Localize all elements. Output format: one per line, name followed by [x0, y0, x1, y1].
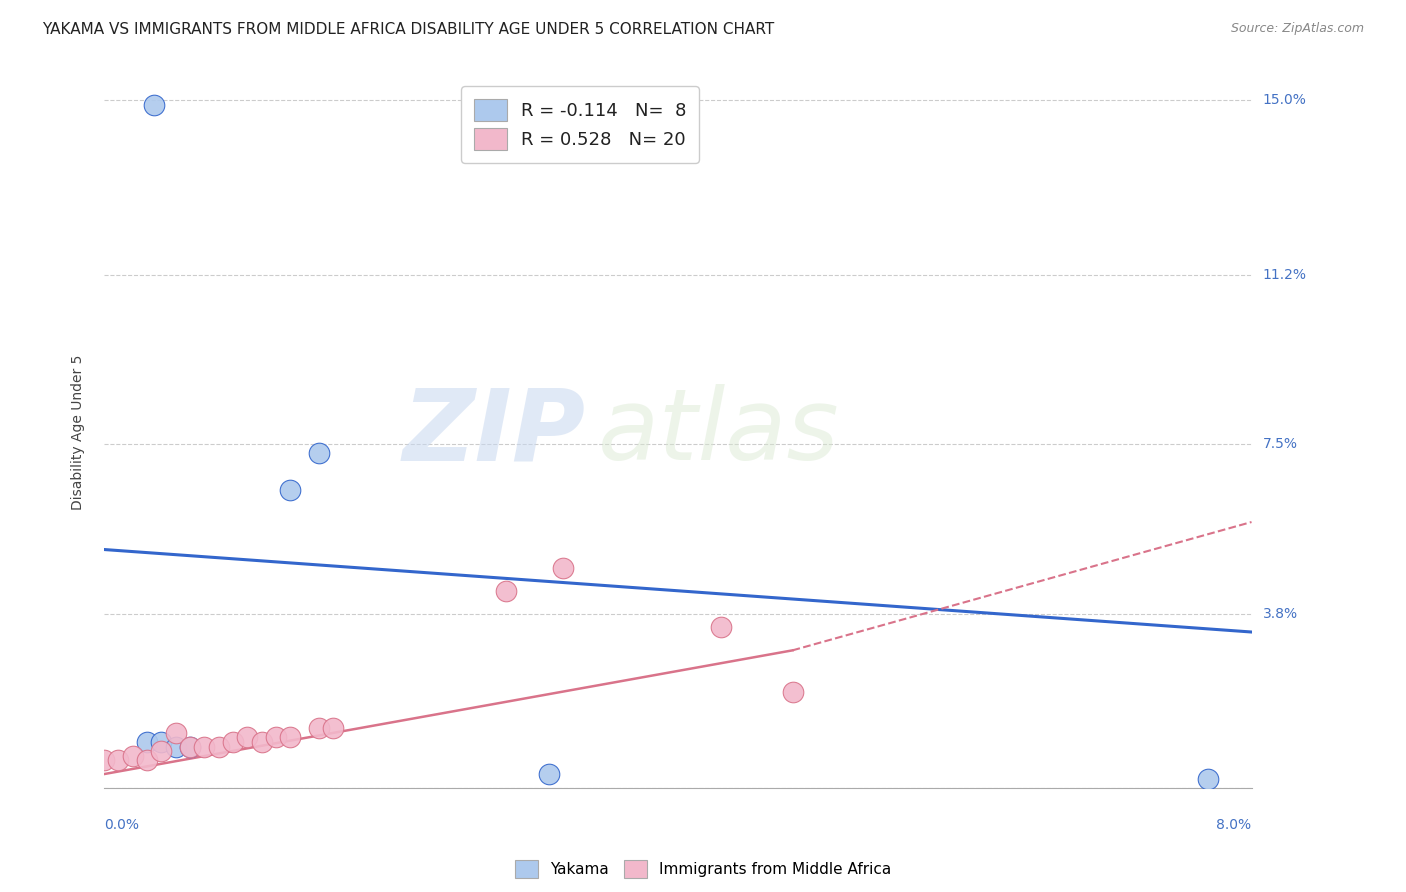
Point: [782, 684, 804, 698]
Point: [236, 731, 259, 745]
Point: [264, 731, 287, 745]
Point: [121, 748, 143, 763]
Legend: R = -0.114   N=  8, R = 0.528   N= 20: R = -0.114 N= 8, R = 0.528 N= 20: [461, 87, 699, 163]
Text: atlas: atlas: [598, 384, 839, 481]
Point: [308, 446, 330, 460]
Point: [136, 753, 159, 767]
Point: [93, 753, 115, 767]
Point: [495, 583, 517, 598]
Point: [165, 739, 187, 754]
Point: [250, 735, 273, 749]
Point: [208, 739, 231, 754]
Point: [322, 721, 344, 735]
Point: [107, 753, 129, 767]
Point: [1198, 772, 1220, 786]
Text: Source: ZipAtlas.com: Source: ZipAtlas.com: [1230, 22, 1364, 36]
Point: [308, 721, 330, 735]
Text: 0.0%: 0.0%: [104, 818, 139, 832]
Point: [136, 735, 159, 749]
Point: [280, 731, 302, 745]
Point: [179, 739, 201, 754]
Point: [280, 483, 302, 497]
Point: [710, 620, 733, 634]
Point: [222, 735, 245, 749]
Text: YAKAMA VS IMMIGRANTS FROM MIDDLE AFRICA DISABILITY AGE UNDER 5 CORRELATION CHART: YAKAMA VS IMMIGRANTS FROM MIDDLE AFRICA …: [42, 22, 775, 37]
Point: [165, 726, 187, 740]
Point: [143, 98, 166, 112]
Text: 7.5%: 7.5%: [1263, 437, 1298, 451]
Text: 15.0%: 15.0%: [1263, 94, 1306, 107]
Point: [179, 739, 201, 754]
Text: 11.2%: 11.2%: [1263, 268, 1306, 282]
Text: 3.8%: 3.8%: [1263, 607, 1298, 621]
Point: [551, 561, 574, 575]
Y-axis label: Disability Age Under 5: Disability Age Under 5: [72, 355, 86, 510]
Text: ZIP: ZIP: [404, 384, 586, 481]
Text: 8.0%: 8.0%: [1216, 818, 1251, 832]
Point: [150, 735, 173, 749]
Point: [150, 744, 173, 758]
Legend: Yakama, Immigrants from Middle Africa: Yakama, Immigrants from Middle Africa: [509, 854, 897, 884]
Point: [193, 739, 215, 754]
Point: [537, 767, 560, 781]
